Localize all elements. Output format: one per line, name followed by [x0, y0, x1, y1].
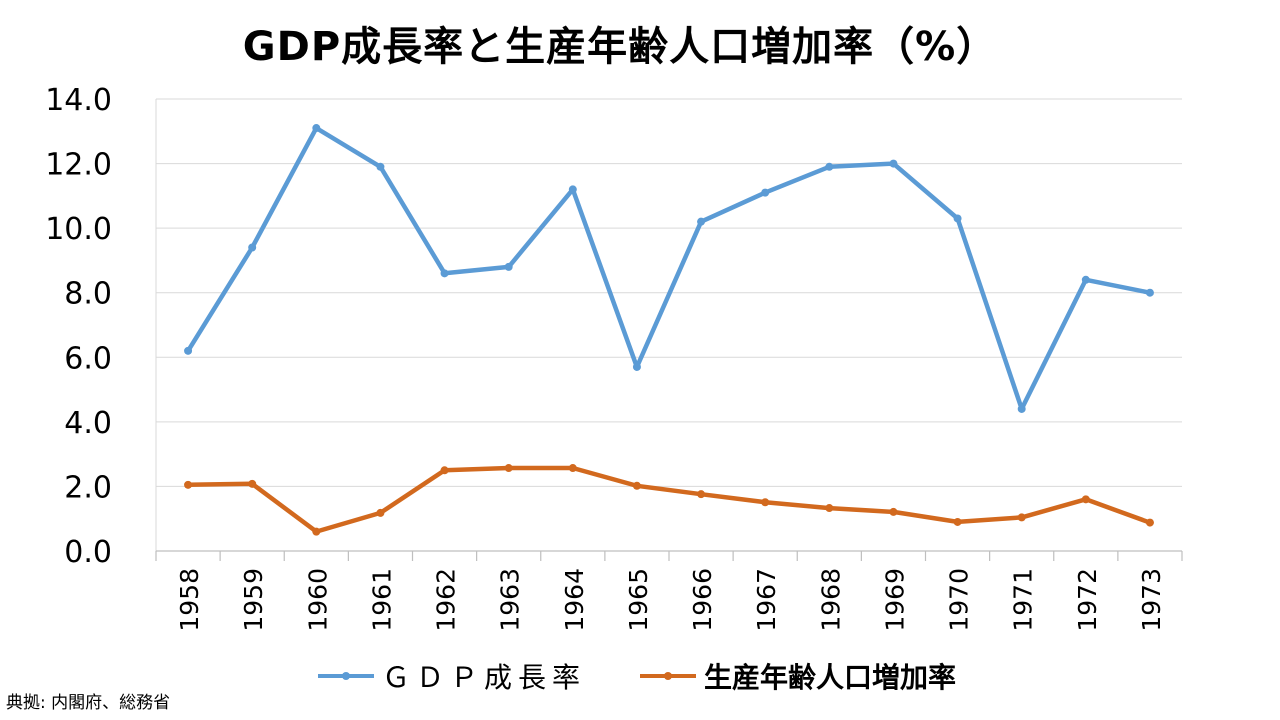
y-tick-label: 14.0 — [45, 83, 112, 118]
legend-label-gdp: ＧＤＰ成長率 — [382, 661, 587, 694]
data-point — [248, 479, 257, 488]
data-point — [184, 346, 193, 355]
data-point — [376, 508, 385, 517]
data-point — [889, 159, 898, 168]
x-tick-labels: 1958 1959 1960 1961 1962 1963 1964 1965 1966 1967… — [175, 568, 1166, 632]
data-point — [697, 490, 706, 499]
data-point — [504, 262, 513, 271]
y-tick-label: 0.0 — [64, 535, 112, 570]
series-line-0 — [185, 125, 1153, 412]
data-point — [825, 504, 834, 513]
data-point — [889, 507, 898, 516]
series-lines — [184, 124, 1154, 536]
legend-item-population: 生産年齢人口増加率 — [640, 656, 956, 696]
x-tick-label: 1961 — [367, 568, 396, 632]
data-point — [1081, 495, 1090, 504]
x-tick-label: 1969 — [880, 568, 909, 632]
legend: ＧＤＰ成長率 生産年齢人口増加率 — [0, 656, 1280, 696]
series-line-1 — [185, 465, 1153, 534]
data-point — [312, 527, 321, 536]
x-tick-label: 1962 — [432, 568, 461, 632]
y-tick-label: 10.0 — [45, 212, 112, 247]
y-tick-labels: 0.0 2.0 4.0 6.0 8.0 10.0 12.0 14.0 — [45, 83, 112, 570]
y-tick-label: 2.0 — [64, 470, 112, 505]
legend-swatch-gdp — [318, 672, 374, 680]
x-tick-label: 1960 — [303, 568, 332, 632]
y-tick-label: 8.0 — [64, 277, 112, 312]
data-point — [440, 269, 449, 278]
data-point — [1145, 288, 1154, 297]
x-tick-label: 1973 — [1137, 568, 1166, 632]
x-tick-label: 1968 — [816, 568, 845, 632]
x-tick-label: 1970 — [945, 568, 974, 632]
y-tick-label: 4.0 — [64, 406, 112, 441]
data-point — [568, 185, 577, 194]
data-point — [632, 362, 641, 371]
x-tick-label: 1967 — [752, 568, 781, 632]
legend-label-population: 生産年齢人口増加率 — [704, 661, 957, 694]
data-point — [825, 162, 834, 171]
chart-title: GDP成長率と生産年齢人口増加率（%） — [242, 24, 998, 70]
y-tick-label: 6.0 — [64, 341, 112, 376]
x-tick-label: 1959 — [239, 568, 268, 632]
data-point — [440, 466, 449, 475]
data-point — [504, 464, 513, 473]
data-point — [632, 481, 641, 490]
x-tick-label: 1964 — [560, 568, 589, 632]
data-point — [1017, 404, 1026, 413]
data-point — [761, 188, 770, 197]
legend-item-gdp: ＧＤＰ成長率 — [318, 656, 586, 696]
legend-swatch-population — [640, 672, 696, 680]
data-point — [761, 498, 770, 507]
data-point — [697, 217, 706, 226]
data-point — [953, 214, 962, 223]
data-point — [248, 243, 257, 252]
data-point — [568, 464, 577, 473]
x-tick-label: 1965 — [624, 568, 653, 632]
x-tick-label: 1972 — [1073, 568, 1102, 632]
data-point — [376, 162, 385, 171]
data-point — [184, 480, 193, 489]
x-tick-label: 1963 — [496, 568, 525, 632]
data-point — [312, 124, 321, 133]
data-point — [1017, 513, 1026, 522]
axes — [155, 99, 1183, 561]
source-note: 典拠: 内閣府、総務省 — [6, 693, 171, 713]
x-tick-label: 1971 — [1009, 568, 1038, 632]
data-point — [1145, 518, 1154, 527]
data-point — [1081, 275, 1090, 284]
x-tick-label: 1966 — [688, 568, 717, 632]
data-point — [953, 517, 962, 526]
x-tick-label: 1958 — [175, 568, 204, 632]
y-tick-label: 12.0 — [45, 148, 112, 183]
gridlines — [156, 98, 1182, 487]
